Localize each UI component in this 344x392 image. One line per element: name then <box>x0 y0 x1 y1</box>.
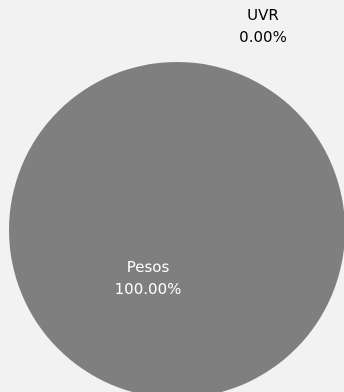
slice-label-pesos: Pesos 100.00% <box>115 258 182 298</box>
pie-slice-pesos <box>9 62 344 392</box>
slice-label-name-pesos: Pesos <box>127 258 170 276</box>
labels-layer: Pesos 100.00% UVR 0.00% <box>115 6 287 298</box>
slice-label-uvr: UVR 0.00% <box>239 6 287 46</box>
slice-label-value-uvr: 0.00% <box>239 28 287 46</box>
slice-label-value-pesos: 100.00% <box>115 280 182 298</box>
slices-layer <box>9 62 344 392</box>
slice-label-name-uvr: UVR <box>247 6 279 24</box>
